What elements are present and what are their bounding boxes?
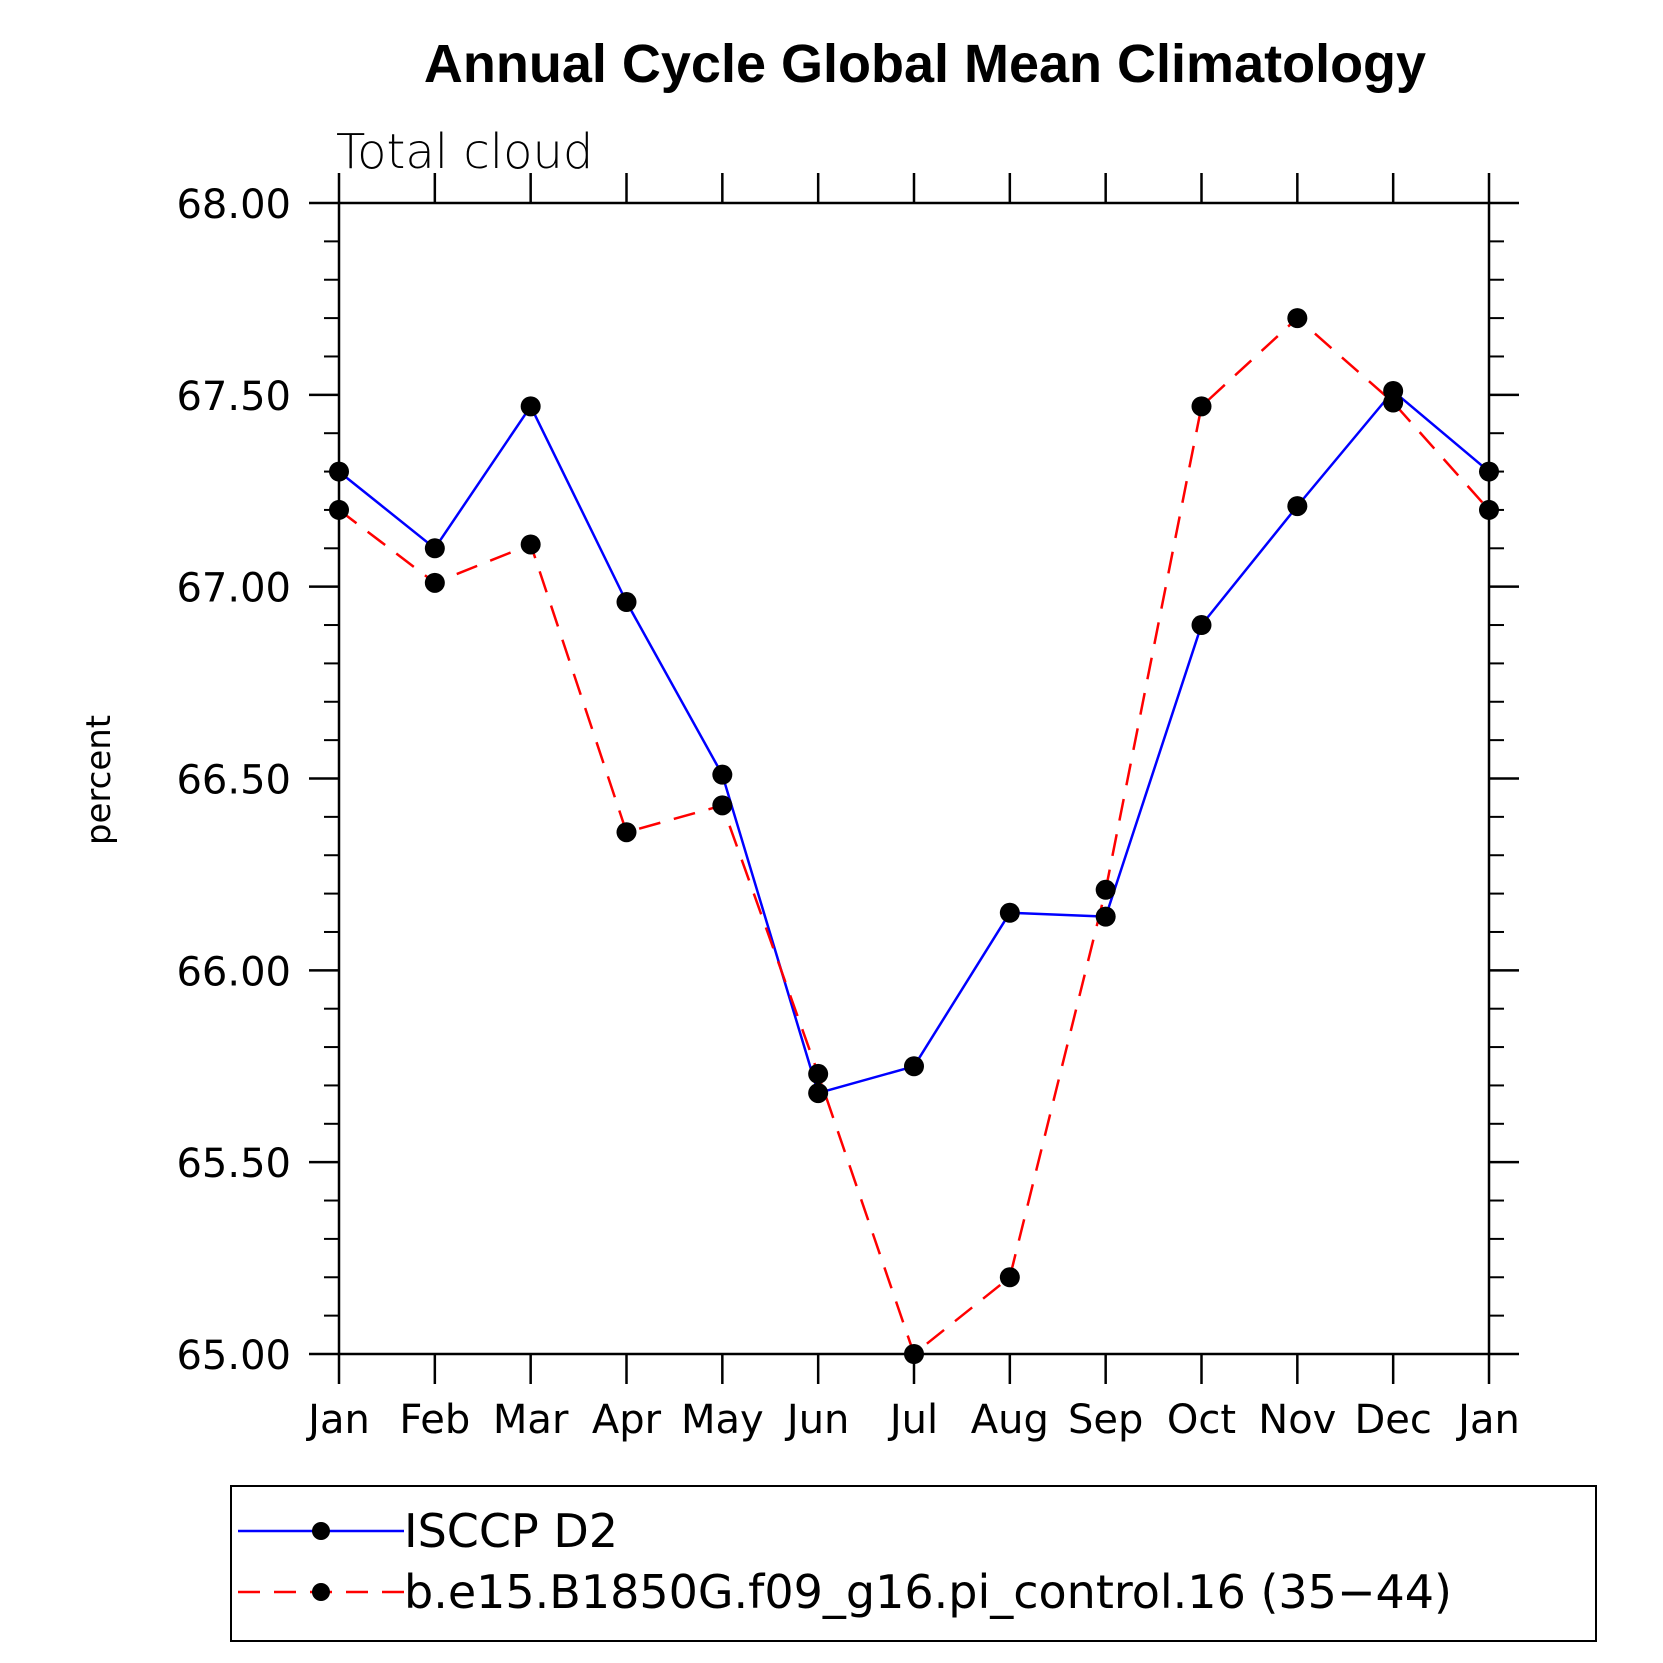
series-lines [338,316,1490,1356]
plot-frame [337,201,1491,1356]
series-1-point [1095,879,1116,900]
x-tick-label: Aug [971,1397,1049,1443]
chart-title: Annual Cycle Global Mean Climatology [424,34,1426,94]
y-tick-label: 67.00 [176,566,291,612]
series-1-point [999,1267,1020,1288]
series-0-point [904,1056,924,1077]
series-0-point [616,592,637,613]
axis-ticks [309,173,1519,1384]
series-1-point [329,499,349,520]
series-1-point [712,795,733,816]
series-0-point [712,764,733,785]
series-0-point [808,1083,829,1104]
series-0-point [1287,496,1308,517]
series-0-point [1479,461,1499,482]
legend-swatch-marker-1 [312,1583,330,1601]
y-tick-label: 65.50 [176,1141,291,1187]
series-1-point [904,1344,924,1364]
x-tick-label: Feb [399,1397,470,1443]
series-1-point [1191,396,1212,417]
x-tick-label: Jun [784,1397,850,1443]
legend-swatch-marker-0 [312,1522,330,1540]
series-1-point [424,572,445,593]
series-line-1 [338,316,1490,1356]
x-tick-label: Oct [1167,1397,1236,1443]
legend-box [230,1485,1597,1642]
series-1-point [808,1063,829,1084]
y-tick-label: 65.00 [176,1333,291,1379]
series-line-0 [338,389,1490,1095]
series-0-point [1191,615,1212,636]
legend: ISCCP D2 b.e15.B1850G.f09_g16.pi_control… [230,1485,1597,1642]
legend-label-0: ISCCP D2 [404,1504,618,1558]
series-1-point [1287,308,1308,329]
series-1-point [520,534,541,555]
x-tick-label: May [681,1397,764,1443]
series-0-point [1095,906,1116,927]
x-tick-label: Jul [887,1397,938,1443]
legend-label-1: b.e15.B1850G.f09_g16.pi_control.16 (35−4… [404,1565,1452,1619]
series-0-point [999,902,1020,923]
series-1-point [1479,499,1499,520]
chart-subtitle: Total cloud [336,124,593,180]
y-tick-label: 66.00 [176,949,291,995]
y-axis-label: percent [79,715,119,845]
series-markers [329,308,1499,1364]
y-tick-label: 67.50 [176,374,291,420]
series-0-point [329,461,349,482]
series-0-point [520,396,541,417]
y-tick-label: 66.50 [176,758,291,804]
series-1-point [616,822,637,843]
x-tick-labels: Jan Feb Mar Apr May Jun Jul Aug Sep Oct Nov Dec Jan [305,1397,1520,1443]
series-1-point [1383,392,1404,413]
x-tick-label: Dec [1354,1397,1431,1443]
y-tick-label: 68.00 [176,182,291,228]
x-tick-label: Jan [1455,1397,1520,1443]
x-tick-label: Sep [1068,1397,1143,1443]
x-tick-label: Nov [1258,1397,1336,1443]
x-tick-label: Jan [305,1397,370,1443]
x-tick-label: Mar [493,1397,569,1443]
y-tick-labels: 65.00 65.50 66.00 66.50 67.00 67.50 68.00 [176,182,291,1379]
x-tick-label: Apr [592,1397,662,1443]
series-0-point [424,538,445,559]
